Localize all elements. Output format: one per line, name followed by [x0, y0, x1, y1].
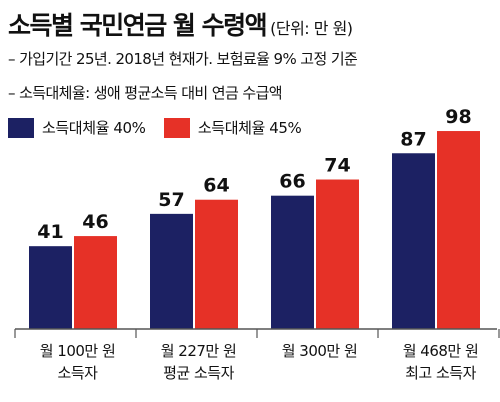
note-subscription-period: – 가입기간 25년. 2018년 현재가. 보험료율 9% 고정 기준: [8, 50, 358, 68]
data-label-s1-c1: 64: [203, 175, 229, 197]
title-row: 소득별 국민연금 월 수령액 (단위: 만 원): [8, 6, 353, 42]
data-label-s0-c3: 87: [400, 128, 426, 150]
category-label-1-line1: 평균 소득자: [163, 364, 234, 382]
chart-title: 소득별 국민연금 월 수령액: [8, 11, 268, 40]
data-label-s1-c3: 98: [445, 106, 471, 128]
legend-label-45: 소득대체율 45%: [197, 119, 302, 137]
category-label-0-line0: 월 100만 원: [40, 342, 116, 360]
bar-s0-c1: [150, 213, 193, 329]
data-label-s1-c2: 74: [324, 155, 350, 177]
category-label-3-line0: 월 468만 원: [403, 342, 479, 360]
bar-s1-c2: [316, 179, 359, 329]
bar-s1-c1: [195, 199, 238, 329]
legend-label-40: 소득대체율 40%: [42, 119, 146, 137]
legend-swatch-40: [8, 117, 34, 138]
category-label-0-line1: 소득자: [58, 364, 99, 382]
legend: 소득대체율 40% 소득대체율 45%: [8, 117, 315, 142]
legend-item-45: 소득대체율 45%: [163, 117, 302, 138]
legend-swatch-45: [163, 117, 190, 138]
note-replacement-rate-definition: – 소득대체율: 생애 평균소득 대비 연금 수급액: [8, 84, 283, 102]
category-label-1-line0: 월 227만 원: [161, 342, 237, 360]
bar-s0-c3: [392, 153, 435, 329]
data-label-s0-c0: 41: [37, 221, 63, 243]
data-label-s0-c1: 57: [158, 189, 184, 211]
bar-s1-c0: [74, 236, 117, 329]
category-label-3-line1: 최고 소득자: [405, 364, 476, 382]
bar-s1-c3: [437, 131, 480, 329]
data-label-s0-c2: 66: [279, 171, 305, 193]
unit-label: (단위: 만 원): [270, 19, 353, 38]
legend-item-40: 소득대체율 40%: [8, 117, 146, 138]
bar-s0-c2: [271, 195, 314, 329]
category-label-2-line0: 월 300만 원: [282, 342, 358, 360]
data-label-s1-c0: 46: [82, 211, 108, 233]
bar-s0-c0: [29, 246, 72, 329]
